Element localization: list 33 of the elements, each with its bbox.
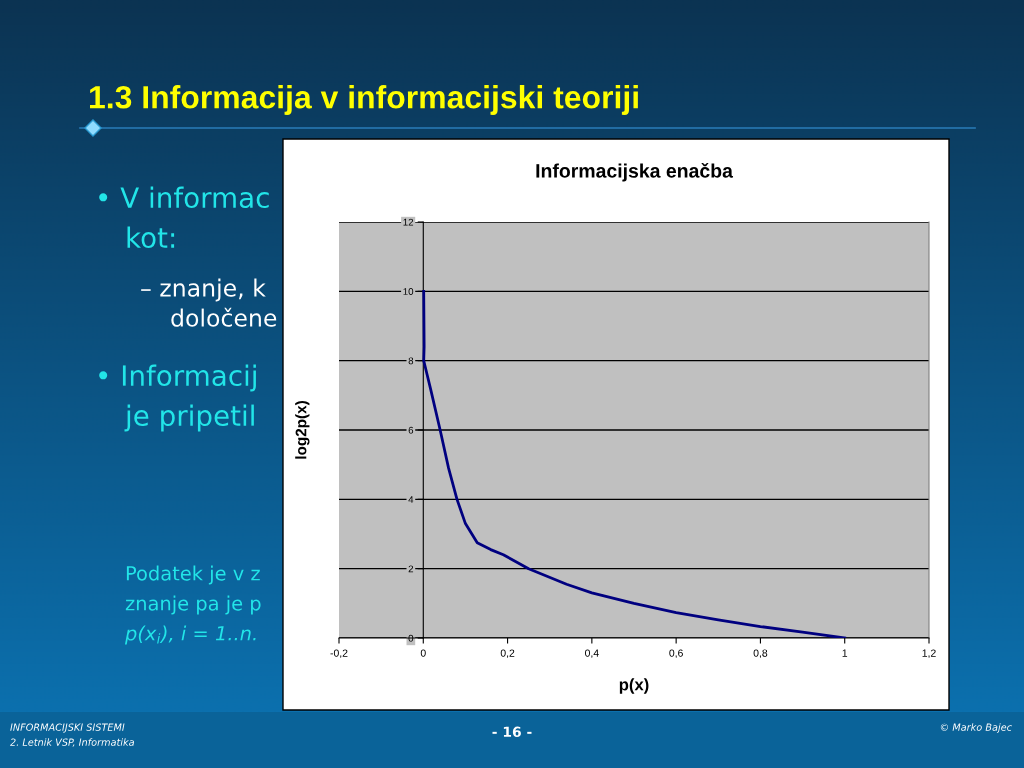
text: znanje pa je p bbox=[125, 595, 261, 615]
y-tick-label: 0 bbox=[408, 634, 414, 642]
text: p(x$_{i}$), i = 1..n. bbox=[124, 625, 256, 645]
x-tick-label: -0,2 bbox=[330, 649, 348, 658]
x-axis-title: p(x) bbox=[619, 678, 649, 694]
chart-title: Informacijska enačba bbox=[536, 163, 734, 182]
y-tick-label: 10 bbox=[403, 288, 414, 295]
y-tick-label: 8 bbox=[408, 357, 414, 365]
text: © Marko Bajec bbox=[940, 723, 1012, 733]
text: – znanje, k bbox=[141, 278, 266, 302]
text: 2. Letnik VSP, Informatika bbox=[10, 738, 134, 747]
x-tick-label: 0 bbox=[420, 649, 426, 657]
y-tick-label: 6 bbox=[408, 426, 414, 434]
text: 1.3 Informacija v informacijski teoriji bbox=[90, 85, 638, 115]
y-axis-title: log2p(x) bbox=[295, 401, 310, 459]
x-tick-label: 0,4 bbox=[585, 649, 599, 658]
text: • V informac bbox=[99, 186, 269, 209]
x-tick-label: 0,6 bbox=[669, 649, 683, 658]
x-tick-label: 1,2 bbox=[922, 649, 936, 658]
y-tick-label: 12 bbox=[403, 218, 414, 226]
text: določene bbox=[171, 307, 277, 327]
x-tick-label: 0,8 bbox=[753, 649, 768, 658]
y-tick-label: 2 bbox=[408, 565, 414, 573]
x-tick-label: 1 bbox=[842, 649, 848, 657]
text: • Informacij bbox=[99, 364, 256, 392]
text: je pripetil bbox=[124, 404, 254, 432]
text: INFORMACIJSKI SISTEMI bbox=[10, 723, 125, 733]
text: kot: bbox=[127, 226, 175, 249]
line-series bbox=[422, 289, 847, 638]
y-tick-label: 4 bbox=[408, 496, 414, 503]
text: Podatek je v z bbox=[126, 565, 260, 585]
x-tick-label: 0,2 bbox=[500, 649, 515, 658]
text: - 16 - bbox=[492, 726, 532, 738]
